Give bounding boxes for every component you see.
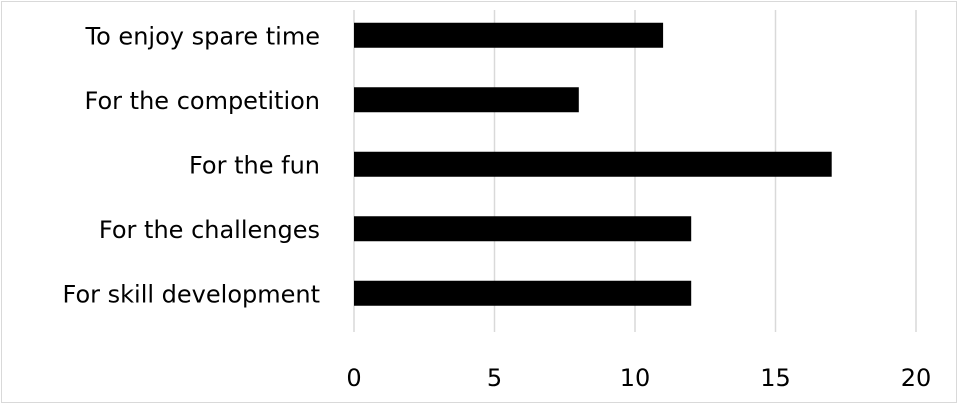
bar <box>354 280 692 306</box>
category-labels: To enjoy spare time For the competition Fo… <box>63 22 320 308</box>
x-tick-label: 0 <box>346 364 361 392</box>
bar <box>354 22 664 48</box>
category-label: For the challenges <box>99 216 320 244</box>
category-label: For the fun <box>189 151 320 179</box>
category-label: For the competition <box>85 87 320 115</box>
bars <box>354 22 832 306</box>
x-tick-label: 15 <box>760 364 791 392</box>
x-tick-label: 5 <box>487 364 502 392</box>
bar <box>354 216 692 242</box>
x-tick-label: 10 <box>620 364 651 392</box>
category-label: For skill development <box>63 280 320 308</box>
x-axis-tick-labels: 0 5 10 15 20 <box>346 364 931 392</box>
bar <box>354 87 579 113</box>
category-label: To enjoy spare time <box>85 22 320 50</box>
x-tick-label: 20 <box>901 364 932 392</box>
bar <box>354 151 832 177</box>
